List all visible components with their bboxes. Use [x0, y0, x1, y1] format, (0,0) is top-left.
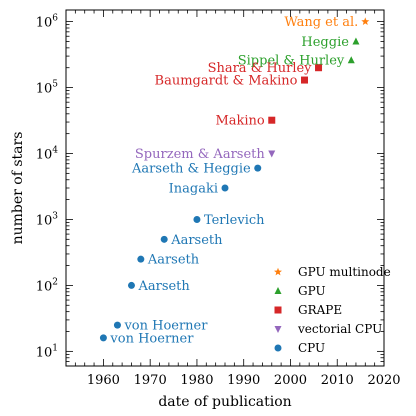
legend-label: CPU: [298, 341, 325, 355]
legend-label: GPU: [298, 284, 326, 298]
data-point: [160, 235, 168, 243]
data-point: [301, 76, 308, 84]
data-point: [268, 150, 276, 158]
x-tick-label: 2020: [367, 373, 400, 388]
data-point: [268, 116, 276, 124]
y-tick-label: 103: [36, 211, 59, 228]
data-label: Aarseth: [147, 253, 200, 268]
data-label: Shara & Hurley: [208, 61, 313, 76]
data-point: [193, 215, 201, 223]
x-tick-label: 2000: [274, 373, 307, 388]
data-point: [254, 164, 262, 172]
x-tick-label: 2010: [321, 373, 354, 388]
x-tick-label: 1980: [180, 373, 213, 388]
y-tick-label: 105: [36, 80, 59, 97]
legend-label: GPU multinode: [298, 265, 391, 279]
data-label: Sippel & Hurley: [238, 54, 345, 69]
y-tick-label: 106: [36, 14, 59, 31]
data-label: Baumgardt & Makino: [155, 74, 298, 89]
data-point: [137, 255, 145, 263]
legend-marker: [274, 344, 282, 352]
data-label: Aarseth & Heggie: [131, 162, 251, 177]
data-point: [221, 184, 229, 192]
x-tick-label: 1990: [227, 373, 260, 388]
data-label: Makino: [215, 114, 264, 129]
y-tick-label: 101: [36, 343, 58, 360]
legend-marker: [274, 306, 282, 314]
data-label: von Hoerner: [123, 319, 208, 334]
x-tick-label: 1960: [87, 373, 120, 388]
data-label: Heggie: [301, 35, 349, 50]
legend-marker: [274, 326, 282, 333]
data-label: Aarseth: [170, 233, 223, 248]
data-point: [315, 64, 323, 72]
legend-label: GRAPE: [298, 303, 342, 317]
y-tick-label: 102: [36, 277, 58, 294]
data-label: Wang et al.: [284, 15, 358, 30]
y-tick-label: 104: [36, 146, 59, 163]
legend-marker: [274, 287, 282, 294]
data-point: [99, 334, 107, 342]
data-label: Spurzem & Aarseth: [135, 147, 265, 162]
data-label: Aarseth: [137, 279, 190, 294]
data-point: [347, 56, 355, 64]
data-label: Inagaki: [169, 182, 218, 197]
x-axis-title: date of publication: [158, 394, 291, 410]
data-point: [361, 17, 370, 26]
legend: GPU multinode GPU GRAPE vectorial CPU CPU: [274, 265, 391, 355]
legend-label: vectorial CPU: [297, 322, 382, 336]
data-point: [113, 321, 121, 329]
y-axis-title: number of stars: [10, 132, 26, 245]
data-point: [352, 37, 360, 45]
data-point: [127, 281, 135, 289]
axes: 1960 1970 1980 1990 2000 2010 2020 101 102 103 104…: [10, 9, 401, 410]
data-label: von Hoerner: [109, 331, 194, 346]
data-label: Terlevich: [204, 213, 265, 228]
data-points: [99, 17, 370, 342]
legend-marker: [274, 267, 282, 276]
x-tick-label: 1970: [134, 373, 167, 388]
